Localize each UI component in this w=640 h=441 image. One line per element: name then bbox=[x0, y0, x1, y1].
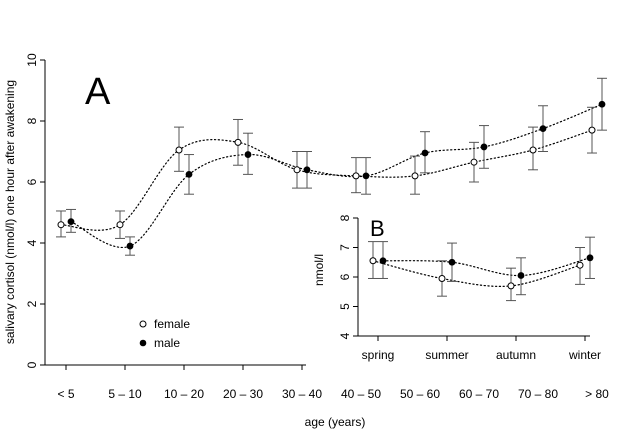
male-point bbox=[539, 125, 547, 133]
male-point bbox=[185, 170, 193, 178]
x-tick-label: 60 – 70 bbox=[459, 387, 499, 401]
male-trend-curve bbox=[70, 103, 603, 249]
male-point bbox=[244, 151, 252, 158]
x-tick-label: 10 – 20 bbox=[164, 387, 204, 401]
male-point bbox=[448, 258, 456, 266]
panel-b-label: B bbox=[370, 216, 385, 241]
female-point bbox=[352, 172, 360, 180]
y-tick-label: 4 bbox=[25, 239, 39, 246]
male-point bbox=[362, 172, 370, 180]
y-tick-label: 10 bbox=[25, 53, 39, 67]
x-tick-label: autumn bbox=[496, 348, 536, 362]
y-tick-label: 2 bbox=[25, 300, 39, 307]
female-point bbox=[588, 126, 596, 134]
x-tick-label: < 5 bbox=[57, 387, 74, 401]
y-tick-label: 5 bbox=[338, 303, 352, 310]
female-point bbox=[234, 138, 242, 146]
female-point bbox=[576, 261, 584, 269]
legend: female male bbox=[139, 317, 190, 350]
male-point bbox=[67, 218, 75, 226]
legend-female-label: female bbox=[154, 317, 190, 331]
x-tick-label: 40 – 50 bbox=[341, 387, 381, 401]
y-tick-label: 4 bbox=[338, 332, 352, 339]
panel-b: 4 5 6 7 8 spring summer autumn winter bbox=[338, 214, 601, 362]
legend-male-label: male bbox=[154, 336, 180, 350]
female-trend-curve bbox=[372, 260, 581, 287]
y-tick-label: 8 bbox=[25, 117, 39, 124]
x-tick-label: > 80 bbox=[585, 387, 609, 401]
x-tick-label: summer bbox=[425, 348, 468, 362]
female-point bbox=[411, 172, 419, 180]
x-tick-label: 5 – 10 bbox=[108, 387, 142, 401]
female-point bbox=[369, 257, 377, 265]
y-tick-label: 7 bbox=[338, 244, 352, 251]
male-point bbox=[126, 242, 134, 250]
female-point bbox=[175, 146, 183, 154]
legend-female-marker bbox=[139, 320, 147, 328]
panel-a: 0 2 4 6 8 10 < 5 5 – 10 10 – 20 20 – 30 30 – 40 40 … bbox=[25, 53, 609, 401]
y-tick-label: 6 bbox=[338, 273, 352, 280]
panel-b-background bbox=[306, 206, 626, 376]
y-tick-label: 6 bbox=[25, 178, 39, 185]
male-point bbox=[517, 272, 525, 279]
x-tick-label: winter bbox=[568, 348, 601, 362]
female-point bbox=[529, 146, 537, 154]
y-axis-label: salivary cortisol (nmol/l) one hour afte… bbox=[3, 80, 17, 344]
legend-male-marker bbox=[139, 339, 147, 347]
male-point bbox=[379, 257, 387, 265]
male-point bbox=[421, 149, 429, 157]
x-tick-label: 70 – 80 bbox=[518, 387, 558, 401]
male-trend-curve bbox=[382, 257, 591, 277]
female-point bbox=[116, 221, 124, 229]
female-point bbox=[438, 274, 446, 282]
female-trend-curve bbox=[60, 129, 593, 231]
female-point bbox=[293, 166, 301, 174]
panel-a-label: A bbox=[85, 71, 111, 113]
male-point bbox=[480, 143, 488, 151]
y-tick-label: 8 bbox=[338, 214, 352, 221]
male-point bbox=[598, 100, 606, 108]
male-point bbox=[586, 254, 594, 262]
x-axis-label: age (years) bbox=[305, 415, 366, 429]
x-tick-label: spring bbox=[362, 348, 395, 362]
female-point bbox=[57, 221, 65, 229]
x-tick-label: 50 – 60 bbox=[400, 387, 440, 401]
x-tick-label: 20 – 30 bbox=[223, 387, 263, 401]
male-point bbox=[303, 166, 311, 174]
y-tick-label: 0 bbox=[25, 361, 39, 368]
female-point bbox=[507, 282, 515, 290]
female-point bbox=[470, 158, 478, 166]
inset-y-axis-label: nmol/l bbox=[312, 254, 326, 286]
x-tick-label: 30 – 40 bbox=[282, 387, 322, 401]
